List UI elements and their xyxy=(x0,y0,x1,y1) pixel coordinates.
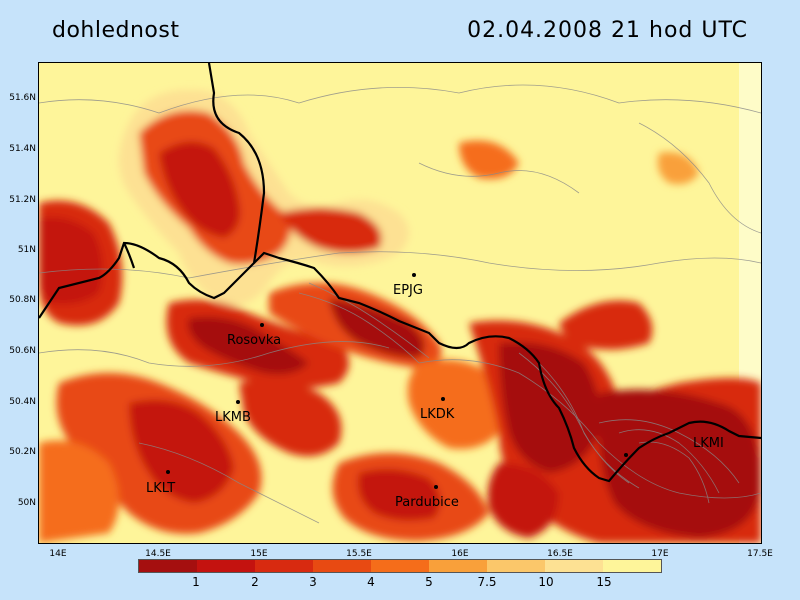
legend-label: 3 xyxy=(309,575,317,589)
city-label-rosovka: Rosovka xyxy=(227,333,282,348)
legend-swatch xyxy=(371,560,429,572)
city-marker-lklt xyxy=(166,470,170,474)
lon-label: 16.5E xyxy=(547,549,573,559)
legend-label: 1 xyxy=(192,575,200,589)
visibility-map xyxy=(38,62,762,544)
legend-label: 7.5 xyxy=(477,575,497,589)
legend-swatch xyxy=(487,560,545,572)
city-label-lkmb: LKMB xyxy=(215,410,251,425)
city-label-lkmi: LKMI xyxy=(693,436,724,451)
legend-swatch xyxy=(197,560,255,572)
lat-label: 50.8N xyxy=(9,295,36,305)
lat-label: 51.6N xyxy=(9,93,36,103)
legend-swatch xyxy=(603,560,661,572)
city-label-lkdk: LKDK xyxy=(420,407,455,422)
city-label-epjg: EPJG xyxy=(393,283,423,298)
city-marker-lkmi xyxy=(624,453,628,457)
lat-label: 51N xyxy=(17,245,36,255)
legend-label: 5 xyxy=(425,575,433,589)
lat-label: 51.2N xyxy=(9,195,36,205)
city-marker-epjg xyxy=(412,273,416,277)
city-marker-lkmb xyxy=(236,400,240,404)
legend-swatch xyxy=(255,560,313,572)
lon-label: 14E xyxy=(49,549,67,559)
lon-label: 14.5E xyxy=(145,549,171,559)
lat-label: 51.4N xyxy=(9,144,36,154)
lon-label: 16E xyxy=(451,549,469,559)
lon-label: 15.5E xyxy=(346,549,372,559)
legend-swatch xyxy=(313,560,371,572)
city-label-pardubice: Pardubice xyxy=(395,495,459,510)
map-title: dohlednost xyxy=(52,18,180,43)
map-datetime: 02.04.2008 21 hod UTC xyxy=(467,18,748,43)
city-marker-lkdk xyxy=(441,397,445,401)
visibility-field xyxy=(39,63,761,543)
legend-label: 15 xyxy=(596,575,612,589)
city-marker-pardubice xyxy=(434,485,438,489)
legend-label: 2 xyxy=(251,575,259,589)
legend-swatch xyxy=(139,560,197,572)
city-marker-rosovka xyxy=(260,323,264,327)
lon-label: 17.5E xyxy=(747,549,773,559)
legend-swatch xyxy=(545,560,603,572)
lat-label: 50N xyxy=(17,498,36,508)
color-legend xyxy=(138,559,662,573)
lat-label: 50.4N xyxy=(9,397,36,407)
city-label-lklt: LKLT xyxy=(146,481,176,496)
lon-label: 15E xyxy=(250,549,268,559)
legend-swatch xyxy=(429,560,487,572)
lat-label: 50.2N xyxy=(9,447,36,457)
legend-label: 4 xyxy=(367,575,375,589)
lat-label: 50.6N xyxy=(9,346,36,356)
lon-label: 17E xyxy=(651,549,669,559)
legend-label: 10 xyxy=(538,575,554,589)
